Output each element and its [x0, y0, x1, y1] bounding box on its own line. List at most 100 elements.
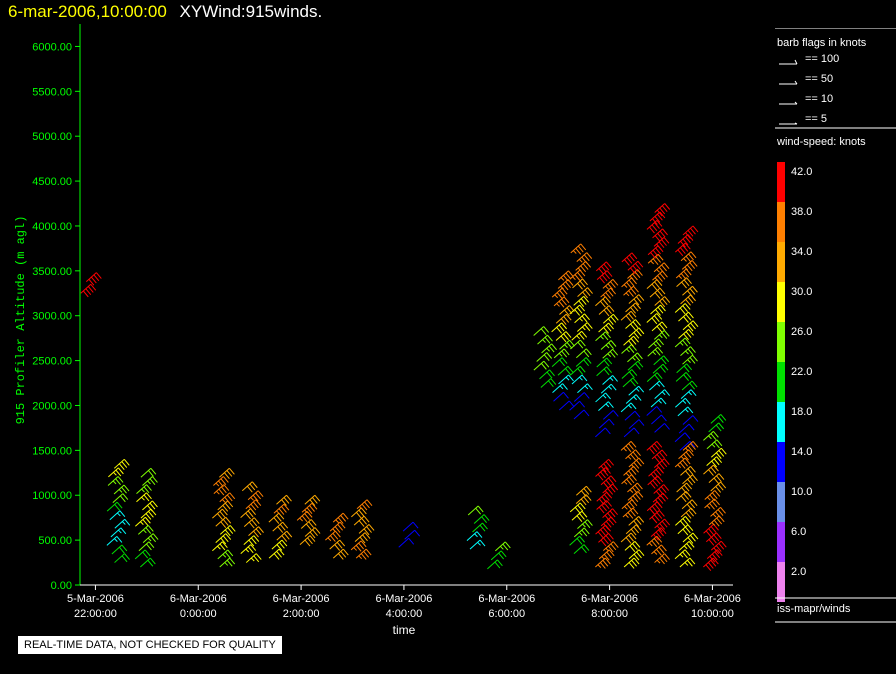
barb-flag [114, 504, 121, 511]
barb-flag [578, 300, 585, 308]
barb-legend-label: == 10 [805, 93, 833, 105]
barb-half-flag [141, 496, 145, 501]
barb-half-flag [560, 285, 564, 290]
wind-barb [649, 380, 660, 391]
barb-flag [687, 406, 694, 414]
barb-flag [661, 544, 667, 552]
wind-profile [620, 440, 645, 569]
barb-flag [281, 499, 287, 506]
wind-barb [620, 402, 632, 413]
barb-flag [687, 234, 694, 241]
barb-flag [217, 513, 223, 520]
barb-flag [581, 330, 588, 338]
barb-flag [563, 296, 570, 304]
wind-barb [624, 410, 636, 421]
barb-half-flag [684, 562, 689, 566]
barb-flag [342, 548, 349, 556]
barb-flag [682, 459, 689, 467]
barb-flag [634, 263, 641, 270]
barb-flag [603, 368, 610, 376]
barb-half-flag [648, 542, 653, 547]
barb-flag [630, 441, 637, 448]
barb-flag [583, 496, 590, 504]
barb-flag [565, 313, 572, 321]
barb-half-flag [684, 266, 689, 271]
wind-barb [654, 389, 665, 399]
barb-flag [683, 493, 690, 500]
barb-flag [500, 550, 507, 558]
barb-flag [544, 337, 551, 344]
wind-barb [110, 527, 122, 538]
barb-half-flag [628, 404, 632, 409]
barb-flag [637, 269, 643, 276]
barb-flag [631, 369, 638, 376]
barb-flag [653, 315, 660, 322]
barb-half-flag [584, 385, 589, 390]
wind-barb [628, 385, 640, 396]
barb-flag [283, 503, 290, 511]
wind-barb [598, 418, 610, 429]
barb-flag [684, 526, 691, 534]
barb-flag [656, 372, 663, 379]
legend: barb flags in knots == 100 == 50 == 10 == 5 w… [775, 27, 896, 628]
barb-legend-label: == 50 [805, 73, 833, 85]
barb-flag [88, 278, 95, 286]
barb-flag [633, 520, 640, 528]
barb-flag [661, 332, 668, 339]
wind-barb [646, 372, 658, 383]
barb-half-flag [327, 537, 332, 542]
speed-color-swatch [777, 402, 785, 442]
barb-flag [656, 441, 663, 448]
barb-flag [720, 507, 726, 514]
barb-flag [632, 495, 639, 503]
barb-flag [634, 271, 641, 279]
wind-profile [106, 458, 131, 563]
barb-flag [117, 467, 124, 475]
wind-barb [646, 406, 658, 416]
barb-flag [720, 481, 727, 489]
barb-flag [87, 286, 94, 293]
x-tick-date: 6-Mar-2006 [478, 593, 535, 605]
barb-flag [577, 368, 584, 375]
barb-flag [359, 536, 366, 544]
barb-flag [546, 352, 553, 359]
barb-half-flag [579, 317, 583, 322]
barb-flag [609, 485, 616, 493]
barb-flag [368, 524, 375, 531]
barb-flag [686, 264, 693, 272]
barb-flag [634, 354, 641, 362]
barb-flag [229, 467, 235, 475]
barb-flag [252, 501, 259, 509]
barb-flag [600, 465, 607, 473]
barb-flag [609, 510, 616, 518]
barb-flag [152, 476, 158, 483]
barb-flag [339, 539, 346, 547]
barb-flag [688, 509, 694, 517]
barb-flag [278, 508, 285, 515]
barb-flag [635, 449, 641, 457]
barb-flag [364, 532, 371, 539]
barb-half-flag [605, 344, 610, 349]
barb-flag [633, 557, 640, 565]
barb-flag [659, 523, 666, 530]
barb-flag [713, 464, 719, 472]
barb-half-flag [631, 464, 635, 468]
speed-color-swatch [777, 362, 785, 402]
barb-flag [119, 495, 126, 503]
barb-flag [688, 329, 694, 336]
barb-flag [628, 443, 634, 450]
x-tick-time: 8:00:00 [591, 608, 628, 620]
barb-flag [683, 270, 690, 278]
barb-flag [705, 530, 712, 538]
barb-flag [656, 220, 663, 227]
barb-flag [685, 313, 692, 321]
barb-flag [684, 337, 691, 345]
barb-flag [145, 527, 152, 534]
barb-flag [605, 292, 612, 299]
wind-profile [620, 252, 645, 438]
barb-flag [124, 553, 130, 560]
wind-profile [134, 467, 159, 568]
barb-flag [85, 288, 92, 296]
barb-flag [634, 410, 641, 418]
wind-barb [621, 369, 633, 379]
